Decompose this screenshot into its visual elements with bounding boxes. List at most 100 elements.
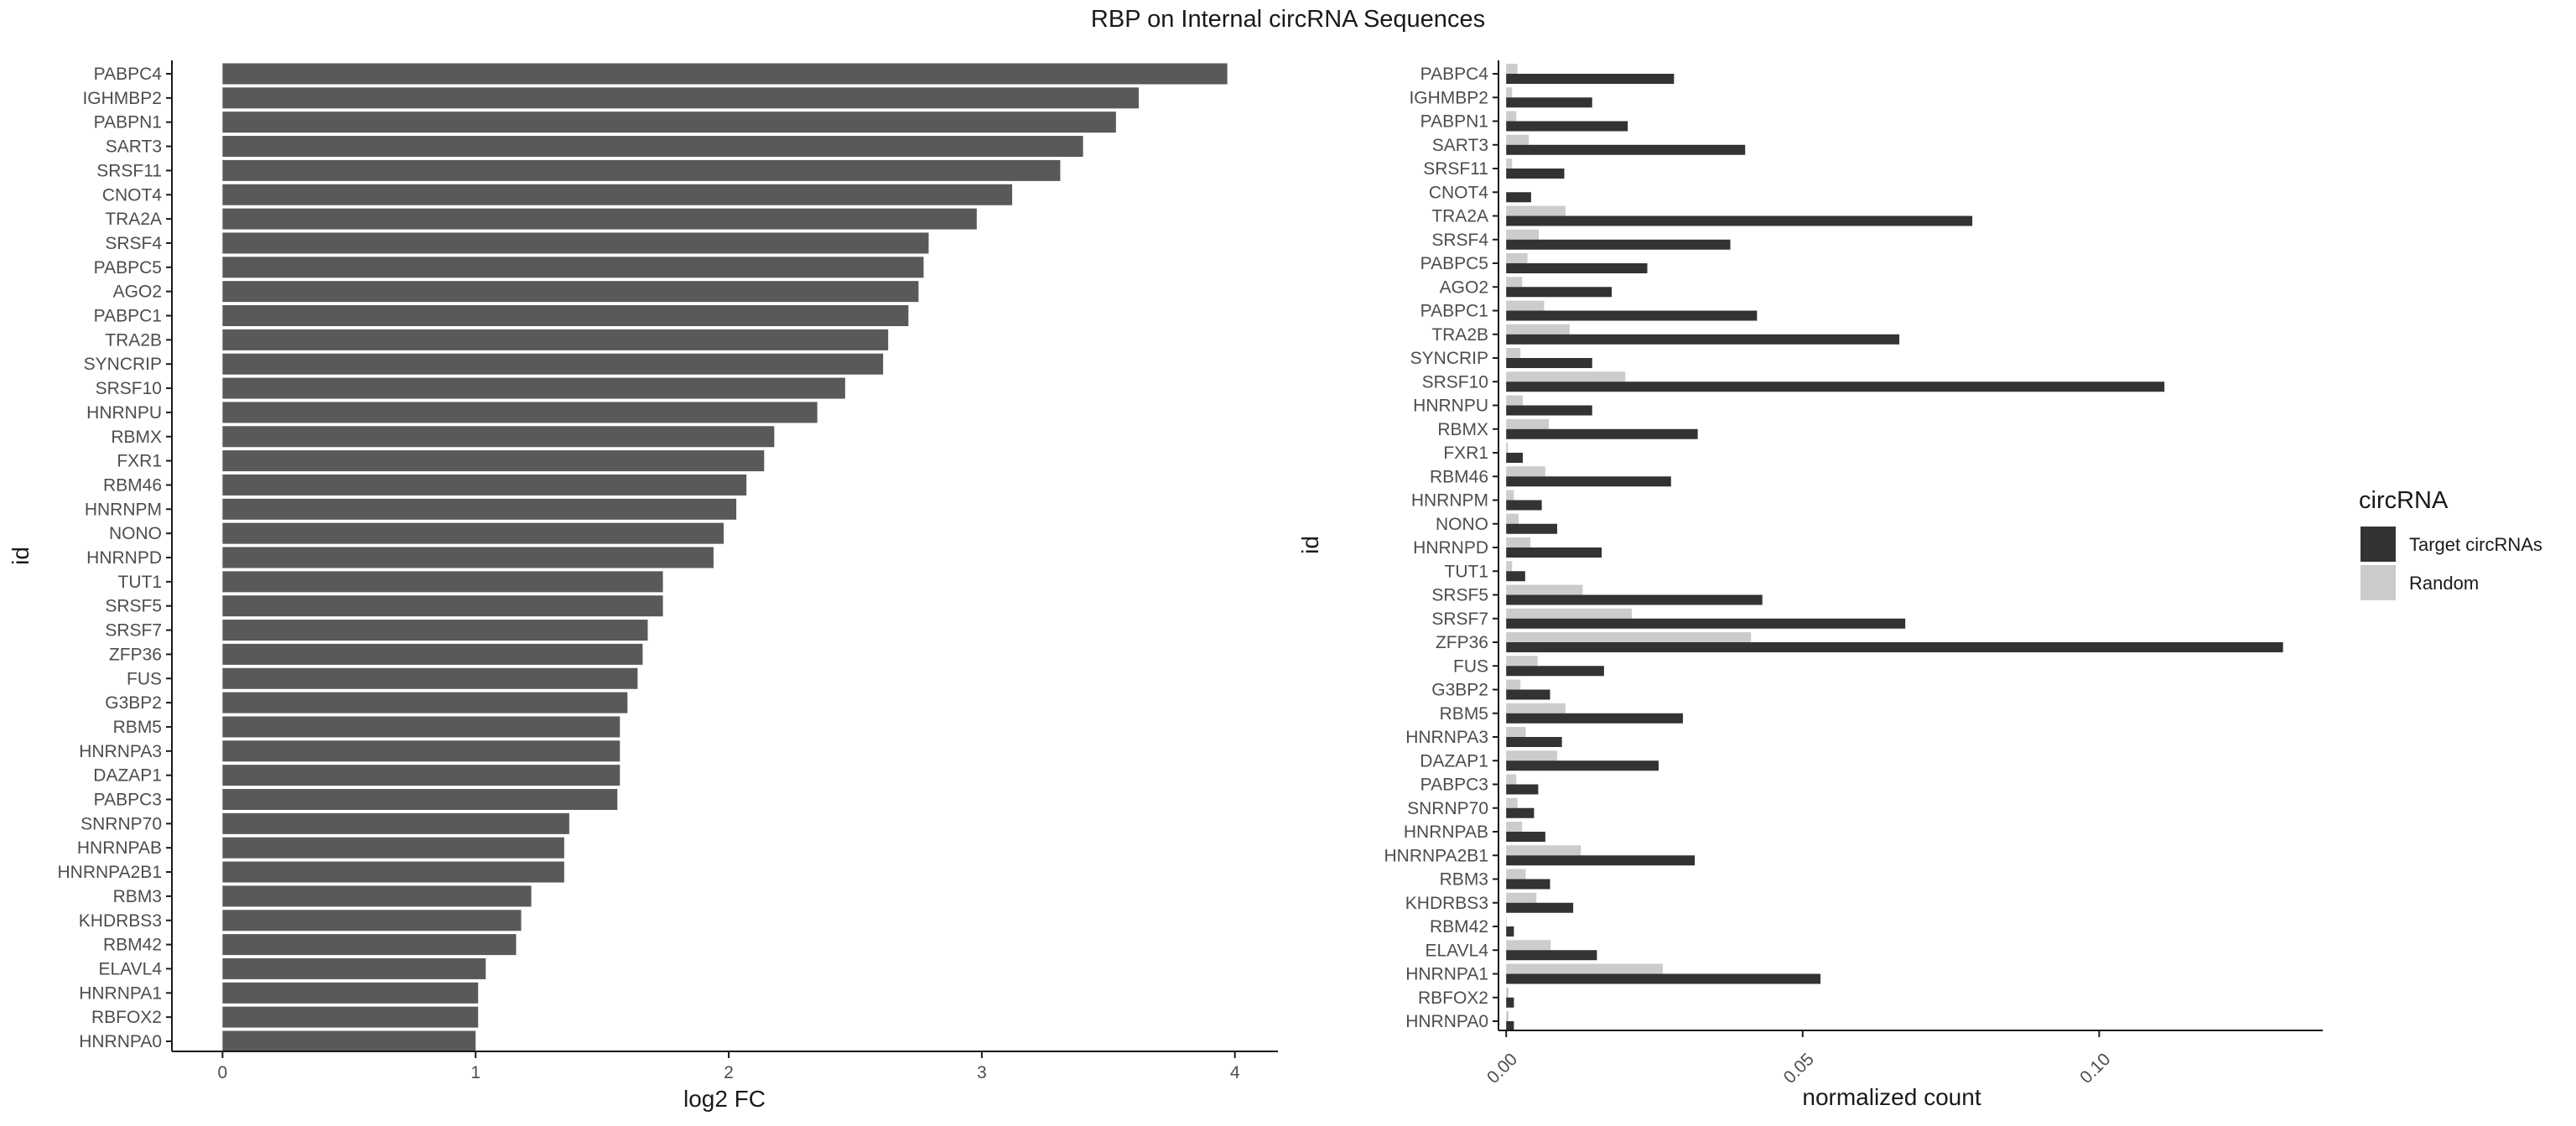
- bar-target-ighmbp2: [1506, 97, 1592, 108]
- y-tick-label: PABPC3: [1420, 776, 1488, 795]
- bar-random-hnrnpa1: [1506, 963, 1663, 974]
- y-tick-label: TUT1: [1445, 562, 1489, 581]
- bar-random-ago2: [1506, 277, 1523, 288]
- bar-log2fc-g3bp2: [222, 692, 628, 713]
- x-tick-label: 0.00: [1483, 1050, 1521, 1087]
- bar-random-rbm5: [1506, 703, 1566, 713]
- bar-log2fc-rbm46: [222, 474, 747, 496]
- y-tick-label: RBM3: [1440, 870, 1488, 890]
- bar-log2fc-zfp36: [222, 643, 643, 665]
- bar-log2fc-pabpn1: [222, 112, 1116, 133]
- bar-random-rbm3: [1506, 869, 1526, 880]
- y-tick-label: SRSF7: [105, 621, 162, 641]
- y-tick-label: PABPC4: [94, 65, 163, 84]
- y-tick-label: RBM46: [103, 475, 162, 495]
- bar-log2fc-srsf5: [222, 595, 663, 617]
- legend: circRNA Target circRNAs Random: [2359, 487, 2542, 600]
- bar-log2fc-cnot4: [222, 184, 1013, 205]
- y-tick-label: RBMX: [1437, 420, 1488, 439]
- bar-log2fc-rbm5: [222, 716, 621, 738]
- bar-random-khdrbs3: [1506, 892, 1537, 903]
- bar-log2fc-hnrnpu: [222, 402, 818, 423]
- right-bars: [1506, 64, 2283, 1031]
- bar-target-snrnp70: [1506, 807, 1535, 818]
- y-tick-label: HNRNPD: [1413, 538, 1488, 558]
- bar-target-hnrnpm: [1506, 500, 1542, 511]
- bar-target-nono: [1506, 523, 1558, 534]
- y-tick-label: PABPC5: [94, 258, 162, 278]
- bar-log2fc-srsf7: [222, 620, 648, 641]
- bar-log2fc-dazap1: [222, 765, 621, 786]
- bar-target-tra2b: [1506, 334, 1900, 345]
- y-tick-label: SRSF10: [1422, 372, 1488, 392]
- bar-random-syncrip: [1506, 348, 1521, 358]
- y-tick-label: PABPC1: [94, 307, 162, 326]
- bar-random-fus: [1506, 656, 1538, 667]
- legend-swatch-random: [2360, 565, 2396, 600]
- y-tick-label: FXR1: [1443, 444, 1488, 463]
- y-tick-label: IGHMBP2: [1409, 88, 1488, 107]
- bar-target-pabpc3: [1506, 784, 1539, 795]
- right-panel: PABPC4 IGHMBP2 PABPN1 SART3 SRSF11 CNOT4 TRA2A…: [1297, 60, 2323, 1110]
- left-y-axis-title: id: [8, 547, 34, 565]
- bar-log2fc-pabpc1: [222, 305, 909, 326]
- bar-random-pabpc4: [1506, 64, 1518, 74]
- right-x-axis-title: normalized count: [1802, 1084, 1981, 1110]
- y-tick-label: IGHMBP2: [82, 89, 162, 108]
- bar-log2fc-hnrnpa0: [222, 1030, 476, 1052]
- bar-log2fc-pabpc5: [222, 257, 924, 278]
- y-tick-label: HNRNPAB: [77, 838, 162, 858]
- y-tick-label: SRSF4: [105, 234, 162, 253]
- y-tick-label: FUS: [1453, 656, 1488, 676]
- bar-target-fxr1: [1506, 453, 1523, 463]
- y-tick-label: HNRNPD: [86, 548, 162, 568]
- bar-random-snrnp70: [1506, 797, 1518, 808]
- bar-log2fc-fxr1: [222, 450, 765, 472]
- bar-log2fc-hnrnpa3: [222, 740, 621, 762]
- bar-log2fc-rbmx: [222, 426, 775, 448]
- bar-random-srsf5: [1506, 584, 1583, 595]
- bar-random-dazap1: [1506, 750, 1558, 761]
- left-bars: [222, 63, 1228, 1052]
- bar-log2fc-hnrnpab: [222, 837, 564, 859]
- y-tick-label: SNRNP70: [80, 814, 162, 833]
- y-tick-label: ELAVL4: [1426, 941, 1489, 960]
- bar-random-srsf11: [1506, 158, 1513, 169]
- bar-log2fc-rbm3: [222, 885, 532, 907]
- bar-target-sart3: [1506, 144, 1746, 155]
- left-x-axis-title: log2 FC: [683, 1086, 766, 1112]
- y-tick-label: TRA2A: [1431, 207, 1488, 226]
- right-y-tick-labels: PABPC4 IGHMBP2 PABPN1 SART3 SRSF11 CNOT4 TRA2A…: [1384, 65, 1498, 1031]
- bar-target-rbm3: [1506, 879, 1550, 890]
- bar-random-hnrnpa3: [1506, 727, 1526, 737]
- left-panel: PABPC4 IGHMBP2 PABPN1 SART3 SRSF11 CNOT4 TRA2A…: [8, 60, 1278, 1112]
- bar-target-hnrnpd: [1506, 547, 1602, 558]
- bar-random-hnrnpab: [1506, 822, 1523, 832]
- y-tick-label: HNRNPA3: [79, 742, 162, 761]
- bar-target-fus: [1506, 666, 1604, 677]
- bar-target-hnrnpa0: [1506, 1021, 1514, 1031]
- y-tick-label: SNRNP70: [1407, 799, 1488, 818]
- bar-random-g3bp2: [1506, 679, 1521, 690]
- y-tick-label: SRSF11: [96, 161, 162, 180]
- y-tick-label: G3BP2: [105, 693, 162, 713]
- bar-target-hnrnpa1: [1506, 973, 1821, 984]
- y-tick-label: PABPC4: [1420, 65, 1489, 84]
- bar-log2fc-hnrnpd: [222, 547, 714, 568]
- bar-target-hnrnpa2b1: [1506, 855, 1696, 866]
- y-tick-label: RBFOX2: [91, 1008, 162, 1027]
- bar-random-tra2b: [1506, 324, 1570, 335]
- y-tick-label: HNRNPA2B1: [58, 863, 162, 882]
- bar-random-tut1: [1506, 561, 1513, 572]
- bar-target-elavl4: [1506, 950, 1597, 961]
- bar-target-srsf11: [1506, 169, 1565, 179]
- bar-random-srsf4: [1506, 229, 1540, 240]
- y-tick-label: AGO2: [1440, 278, 1488, 297]
- bar-log2fc-syncrip: [222, 353, 884, 375]
- bar-log2fc-srsf4: [222, 232, 929, 254]
- y-tick-label: PABPN1: [94, 113, 162, 132]
- y-tick-label: PABPN1: [1420, 112, 1488, 132]
- y-tick-label: HNRNPA1: [79, 983, 162, 1003]
- legend-swatch-target: [2360, 527, 2396, 562]
